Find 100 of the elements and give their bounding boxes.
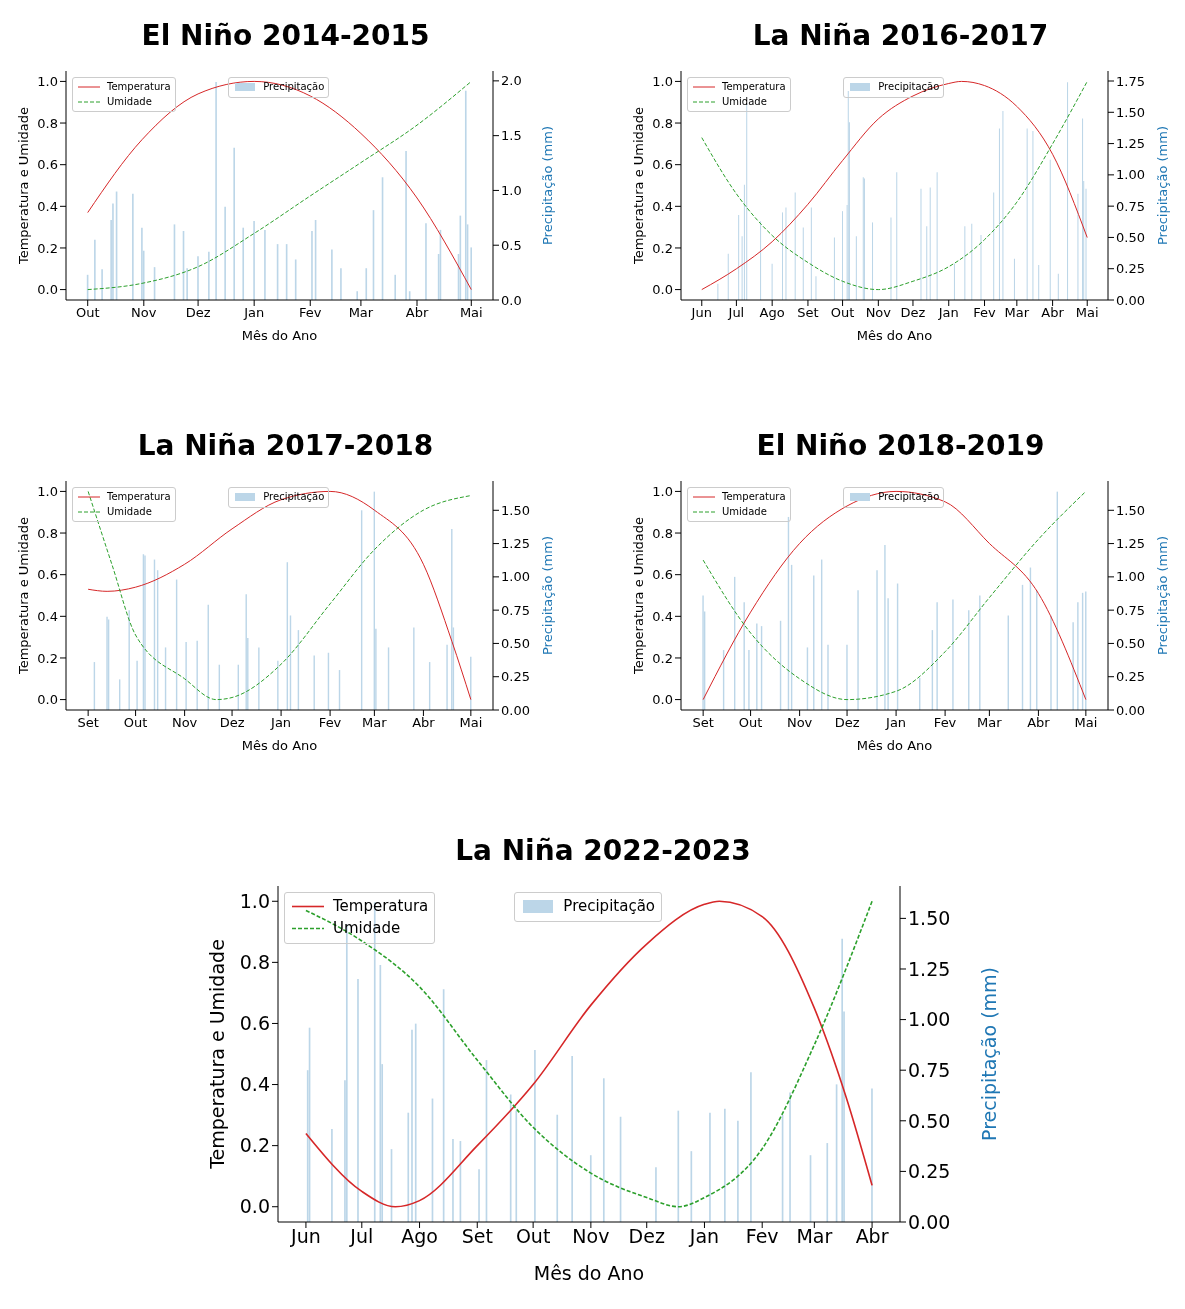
legend-label: Precipitação xyxy=(878,80,940,94)
y-tick-label: 0.8 xyxy=(37,115,58,131)
y2-axis-title: Precipitação (mm) xyxy=(1154,125,1170,246)
x-tick-label: Fev xyxy=(745,1225,779,1248)
x-tick-label: Abr xyxy=(855,1225,889,1248)
x-tick-label: Ago xyxy=(759,305,785,321)
y-tick-label: 0.8 xyxy=(37,525,58,541)
y2-tick-label: 1.00 xyxy=(501,569,530,585)
chart-title: La Niña 2022-2023 xyxy=(454,833,752,869)
y2-tick-label: 2.0 xyxy=(501,73,522,89)
line-series xyxy=(87,80,472,291)
y-axis-title: Temperatura e Umidade xyxy=(206,939,229,1170)
x-tick-label: Mai xyxy=(1075,305,1099,321)
y-axis-title: Temperatura e Umidade xyxy=(631,106,647,266)
x-tick-label: Mar xyxy=(796,1225,833,1248)
y-tick-label: 0.2 xyxy=(239,1134,270,1157)
x-tick-label: Set xyxy=(77,715,99,731)
x-tick-label: Nov xyxy=(786,715,813,731)
y2-axis-title: Precipitação (mm) xyxy=(977,967,1000,1141)
x-tick-label: Jul xyxy=(727,305,745,321)
chart-title: La Niña 2017-2018 xyxy=(136,428,435,464)
legend-label: Umidade xyxy=(107,504,152,519)
y2-tick-label: 1.75 xyxy=(1116,73,1145,89)
x-tick-label: Dez xyxy=(900,305,926,321)
y-tick-label: 1.0 xyxy=(37,74,58,90)
x-tick-label: Fev xyxy=(299,305,322,321)
line-series xyxy=(702,490,1087,701)
x-tick-label: Fev xyxy=(973,305,997,321)
x-tick-label: Set xyxy=(461,1225,493,1248)
x-tick-label: Jun xyxy=(290,1225,321,1248)
chart-title: La Niña 2016-2017 xyxy=(751,18,1050,54)
y2-tick-label: 1.25 xyxy=(501,536,530,552)
y-tick-label: 0.0 xyxy=(652,692,673,708)
chart-title: El Niño 2018-2019 xyxy=(755,428,1046,464)
x-tick-label: Mar xyxy=(348,305,374,321)
chart-title: El Niño 2014-2015 xyxy=(140,18,431,54)
x-tick-label: Jun xyxy=(690,305,712,321)
y-tick-label: 0.2 xyxy=(37,240,58,256)
y2-tick-label: 0.50 xyxy=(1116,230,1145,246)
x-tick-label: Mar xyxy=(1004,305,1030,321)
x-tick-label: Jan xyxy=(885,715,907,731)
x-axis-title: Mês do Ano xyxy=(856,328,933,343)
y2-tick-label: 1.50 xyxy=(1116,502,1145,518)
x-tick-label: Abr xyxy=(1027,715,1051,731)
y-tick-label: 0.6 xyxy=(652,567,673,583)
y2-tick-label: 0.00 xyxy=(1116,292,1145,308)
x-tick-label: Jan xyxy=(243,305,265,321)
x-tick-label: Jan xyxy=(937,305,959,321)
x-tick-label: Jan xyxy=(270,715,292,731)
y-tick-label: 0.2 xyxy=(652,650,673,666)
x-tick-label: Out xyxy=(738,715,763,731)
y2-tick-label: 0.50 xyxy=(908,1109,951,1132)
y2-tick-label: 1.5 xyxy=(501,128,522,144)
y-tick-label: 0.2 xyxy=(37,650,58,666)
x-tick-label: Nov xyxy=(865,305,892,321)
x-tick-label: Jan xyxy=(688,1225,720,1248)
legend-label: Umidade xyxy=(722,504,767,519)
y-tick-label: 0.8 xyxy=(652,115,673,131)
x-tick-label: Mai xyxy=(459,305,483,321)
x-tick-label: Nov xyxy=(572,1225,610,1248)
x-tick-label: Fev xyxy=(933,715,957,731)
y2-tick-label: 0.50 xyxy=(1116,636,1145,652)
y2-tick-label: 1.50 xyxy=(908,907,951,930)
y2-tick-label: 0.75 xyxy=(908,1058,951,1081)
y2-tick-label: 1.50 xyxy=(501,502,530,518)
x-tick-label: Mar xyxy=(362,715,388,731)
x-tick-label: Abr xyxy=(1041,305,1065,321)
x-tick-label: Abr xyxy=(412,715,436,731)
x-axis-title: Mês do Ano xyxy=(241,328,318,343)
y2-tick-label: 0.0 xyxy=(501,292,522,308)
y2-tick-label: 0.5 xyxy=(501,237,522,253)
x-tick-label: Fev xyxy=(318,715,342,731)
legend-label: Umidade xyxy=(722,94,767,109)
x-tick-label: Out xyxy=(123,715,148,731)
line-series xyxy=(305,900,873,1208)
y2-tick-label: 0.00 xyxy=(1116,702,1145,718)
y2-tick-label: 0.25 xyxy=(1116,261,1145,277)
y2-tick-label: 1.50 xyxy=(1116,104,1145,120)
x-tick-label: Mai xyxy=(459,715,483,731)
y2-tick-label: 1.00 xyxy=(908,1008,951,1031)
y2-tick-label: 1.25 xyxy=(908,957,951,980)
y2-tick-label: 1.0 xyxy=(501,183,522,199)
legend-label: Temperatura xyxy=(722,490,786,504)
y2-tick-label: 0.25 xyxy=(501,669,530,685)
y-tick-label: 1.0 xyxy=(652,74,673,90)
y-tick-label: 1.0 xyxy=(652,484,673,500)
y2-tick-label: 1.00 xyxy=(1116,569,1145,585)
y-tick-label: 0.4 xyxy=(652,608,673,624)
y-tick-label: 0.0 xyxy=(37,692,58,708)
x-axis-title: Mês do Ano xyxy=(241,738,318,753)
x-axis-title: Mês do Ano xyxy=(533,1262,645,1284)
y-tick-label: 0.6 xyxy=(239,1012,270,1035)
y2-axis-title: Precipitação (mm) xyxy=(1154,535,1170,656)
x-tick-label: Dez xyxy=(185,305,211,321)
line-series xyxy=(701,80,1088,291)
y-axis-title: Temperatura e Umidade xyxy=(631,516,647,676)
y2-tick-label: 0.75 xyxy=(1116,602,1145,618)
y-tick-label: 0.4 xyxy=(239,1073,270,1096)
x-tick-label: Nov xyxy=(131,305,157,321)
y-tick-label: 0.8 xyxy=(652,525,673,541)
